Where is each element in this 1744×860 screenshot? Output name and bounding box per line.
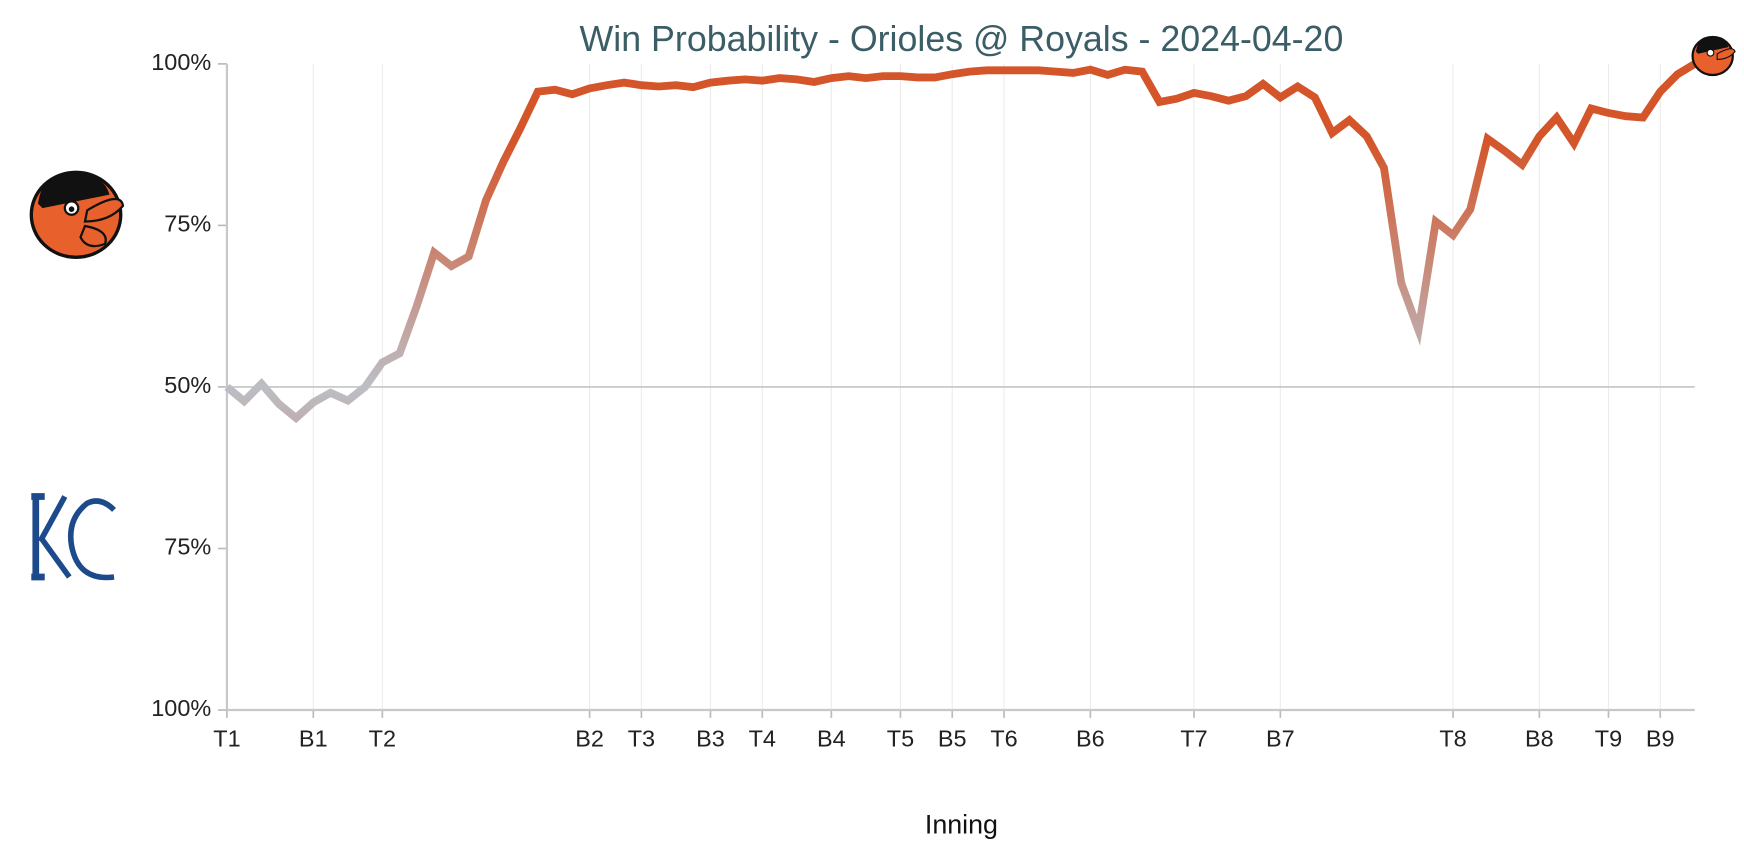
- y-tick-label: 75%: [164, 211, 211, 237]
- x-tick-label: T5: [887, 725, 914, 751]
- orioles-logo: [29, 170, 125, 259]
- y-tick-label: 100%: [151, 49, 211, 75]
- x-tick-label: B9: [1646, 725, 1675, 751]
- x-tick-label: B2: [575, 725, 604, 751]
- x-tick-label: B1: [299, 725, 328, 751]
- x-tick-label: T7: [1180, 725, 1207, 751]
- x-axis-label: Inning: [925, 809, 998, 839]
- y-tick-label: 100%: [151, 695, 211, 721]
- x-tick-label: B3: [696, 725, 725, 751]
- x-tick-label: T8: [1439, 725, 1466, 751]
- royals-logo: [31, 493, 117, 581]
- x-tick-label: T3: [628, 725, 655, 751]
- x-tick-label: B8: [1525, 725, 1554, 751]
- x-tick-label: T1: [213, 725, 240, 751]
- x-tick-label: T4: [749, 725, 776, 751]
- x-tick-label: B7: [1266, 725, 1295, 751]
- x-tick-label: B6: [1076, 725, 1105, 751]
- y-tick-label: 50%: [164, 372, 211, 398]
- x-tick-label: T9: [1595, 725, 1622, 751]
- orioles-end-logo: [1691, 35, 1736, 77]
- chart-title: Win Probability - Orioles @ Royals - 202…: [580, 19, 1344, 59]
- y-tick-label: 75%: [164, 534, 211, 560]
- x-tick-label: T6: [990, 725, 1017, 751]
- win-probability-line: [224, 60, 1697, 424]
- x-tick-label: T2: [369, 725, 396, 751]
- x-tick-label: B5: [938, 725, 967, 751]
- x-tick-label: B4: [817, 725, 846, 751]
